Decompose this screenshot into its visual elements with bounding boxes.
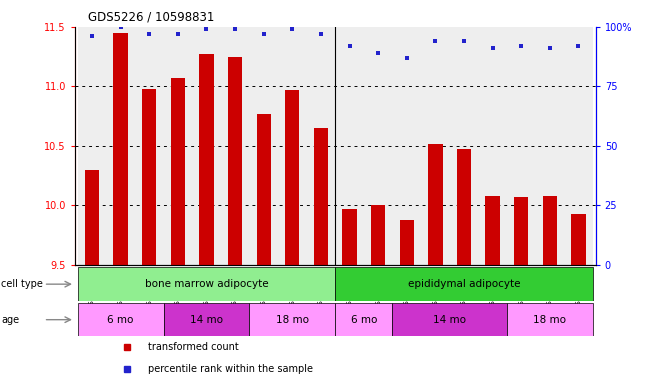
Bar	[335, 27, 364, 265]
Text: age: age	[1, 314, 20, 325]
Point	[173, 31, 183, 37]
Bar	[135, 27, 163, 265]
Bar	[335, 303, 393, 336]
Bar	[543, 196, 557, 265]
Bar	[514, 197, 529, 265]
Bar	[314, 128, 328, 265]
Bar	[421, 27, 450, 265]
Bar	[335, 267, 593, 301]
Text: 6 mo: 6 mo	[107, 314, 134, 325]
Bar	[478, 27, 507, 265]
Bar	[400, 220, 414, 265]
Text: percentile rank within the sample: percentile rank within the sample	[148, 364, 312, 374]
Text: 18 mo: 18 mo	[276, 314, 309, 325]
Bar	[199, 54, 214, 265]
Point	[373, 50, 383, 56]
Bar	[171, 78, 185, 265]
Point	[402, 55, 412, 61]
Point	[87, 33, 97, 40]
Point	[344, 43, 355, 49]
Bar	[278, 27, 307, 265]
Bar	[77, 27, 106, 265]
Text: epididymal adipocyte: epididymal adipocyte	[408, 279, 520, 289]
Point	[574, 43, 584, 49]
Bar	[536, 27, 564, 265]
Bar	[507, 27, 536, 265]
Bar	[457, 149, 471, 265]
Bar	[285, 90, 299, 265]
Text: bone marrow adipocyte: bone marrow adipocyte	[145, 279, 268, 289]
Text: cell type: cell type	[1, 279, 43, 289]
Point	[115, 24, 126, 30]
Bar	[256, 114, 271, 265]
Point	[287, 26, 298, 32]
Point	[488, 45, 498, 51]
Bar	[307, 27, 335, 265]
Point	[316, 31, 326, 37]
Point	[516, 43, 527, 49]
Bar	[113, 33, 128, 265]
Bar	[572, 214, 586, 265]
Text: 14 mo: 14 mo	[190, 314, 223, 325]
Bar	[163, 27, 192, 265]
Point	[430, 38, 441, 44]
Bar	[77, 303, 163, 336]
Bar	[221, 27, 249, 265]
Point	[545, 45, 555, 51]
Bar	[507, 303, 593, 336]
Point	[459, 38, 469, 44]
Bar	[342, 209, 357, 265]
Bar	[486, 196, 500, 265]
Bar	[393, 27, 421, 265]
Bar	[77, 267, 335, 301]
Text: 6 mo: 6 mo	[351, 314, 377, 325]
Text: GDS5226 / 10598831: GDS5226 / 10598831	[88, 10, 214, 23]
Bar	[364, 27, 393, 265]
Bar	[249, 27, 278, 265]
Text: 18 mo: 18 mo	[533, 314, 566, 325]
Bar	[249, 303, 335, 336]
Bar	[228, 56, 242, 265]
Point	[201, 26, 212, 32]
Point	[144, 31, 154, 37]
Bar	[564, 27, 593, 265]
Bar	[393, 303, 507, 336]
Point	[258, 31, 269, 37]
Bar	[163, 303, 249, 336]
Bar	[450, 27, 478, 265]
Bar	[428, 144, 443, 265]
Text: transformed count: transformed count	[148, 342, 238, 352]
Point	[230, 26, 240, 32]
Bar	[106, 27, 135, 265]
Bar	[371, 205, 385, 265]
Bar	[142, 89, 156, 265]
Bar	[85, 170, 99, 265]
Bar	[192, 27, 221, 265]
Text: 14 mo: 14 mo	[433, 314, 466, 325]
